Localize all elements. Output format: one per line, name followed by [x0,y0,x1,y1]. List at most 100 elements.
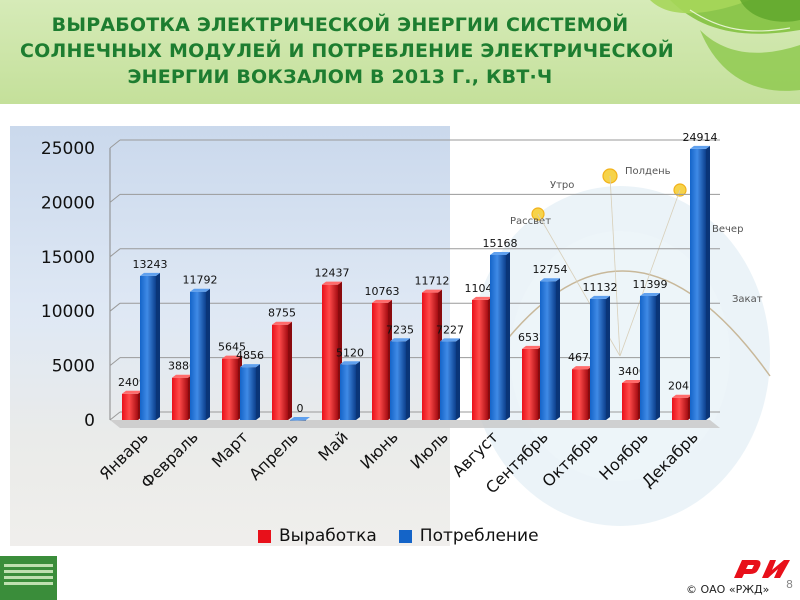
bar-production-9 [572,366,592,420]
data-label-consumption: 11792 [183,274,218,287]
bar-top [540,278,560,282]
bar-face [422,292,438,420]
y-tick-label: 10000 [41,302,95,322]
data-label-production: 2047 [668,380,696,393]
bar-face [640,295,656,420]
bar-top [290,417,310,420]
bar-consumption-10 [640,292,660,420]
bar-face [190,291,206,420]
data-label-consumption: 0 [297,402,304,415]
x-tick-label: Апрель [245,427,302,484]
thumbnail-image [0,556,57,600]
bar-top [572,366,592,370]
title-line-3: ЭНЕРГИИ ВОКЗАЛОМ В 2013 Г., КВТ·Ч [127,66,553,88]
data-label-production: 6532 [518,331,546,344]
bar-face [372,302,388,420]
bar-side [356,361,360,420]
bar-top [140,272,160,276]
bar-face [290,420,306,421]
legend-label-production: Выработка [279,526,377,546]
gridline-depth [109,248,121,258]
page-title: ВЫРАБОТКА ЭЛЕКТРИЧЕСКОЙ ЭНЕРГИИ СИСТЕМОЙ… [20,12,674,90]
bar-face [340,364,356,420]
bar-top [390,338,410,342]
bar-top [422,289,442,293]
data-label-production: 11712 [415,275,450,288]
data-label-production: 4674 [568,351,596,364]
bar-face [222,358,238,420]
x-tick-label: Март [208,427,252,471]
legend-swatch-consumption [398,529,412,543]
bar-consumption-5 [390,338,410,420]
data-label-consumption: 7227 [436,323,464,336]
sun-label-noon: Полдень [625,166,671,177]
bar-top [622,380,642,384]
chart-legend: Выработка Потребление [258,524,539,548]
leaves-decoration [650,0,800,91]
bar-face [172,377,188,420]
bar-face [522,348,538,420]
legend-swatch-production [258,529,271,543]
title-line-1: ВЫРАБОТКА ЭЛЕКТРИЧЕСКОЙ ЭНЕРГИИ СИСТЕМОЙ [51,14,629,36]
bar-side [706,145,710,421]
bar-face [122,393,138,420]
bar-consumption-7 [490,251,510,420]
x-tick-label: Октябрь [538,427,601,490]
bar-production-11 [672,394,692,420]
bar-production-3 [272,321,292,420]
y-tick-label: 20000 [41,193,95,213]
bar-top [690,145,710,149]
data-label-consumption: 4856 [236,349,264,362]
bar-production-6 [422,289,442,420]
y-tick-label: 5000 [52,357,95,377]
bar-top [222,355,242,359]
bar-top [340,361,360,365]
gridline-depth [109,357,121,366]
data-label-production: 3400 [618,365,646,378]
bar-top [172,374,192,378]
sun-label-evening: Вечер [712,224,743,235]
gridline-depth [109,411,121,421]
bar-production-5 [372,299,392,420]
gridline-depth [109,139,121,149]
bar-consumption-1 [190,288,210,420]
bar-side [406,338,410,420]
bar-consumption-9 [590,295,610,420]
bar-top [590,295,610,299]
gridline-depth [109,194,121,203]
x-tick-label: Июль [407,427,452,472]
bar-top [272,321,292,325]
bar-face [240,367,256,420]
page-number: 8 [786,578,793,591]
bar-top [490,251,510,255]
data-label-production: 8755 [268,307,296,320]
bar-top [472,296,492,300]
bar-side [288,321,292,420]
bar-face [490,254,506,420]
bar-side [606,295,610,420]
bar-face [140,275,156,420]
chart-floor [110,420,720,428]
bar-consumption-8 [540,278,560,420]
gridline-depth [109,302,121,312]
bar-top [522,345,542,349]
bar-top [190,288,210,292]
bar-top [440,338,460,342]
bar-face [440,341,456,420]
bar-consumption-3 [290,417,310,421]
y-tick-label: 0 [84,411,95,431]
bar-production-10 [622,380,642,420]
bar-side [206,288,210,420]
data-label-consumption: 15168 [483,237,518,250]
data-label-production: 12437 [315,267,350,280]
title-line-2: СОЛНЕЧНЫХ МОДУЛЕЙ И ПОТРЕБЛЕНИЕ ЭЛЕКТРИЧ… [20,40,674,62]
data-label-production: 5645 [218,341,246,354]
bar-consumption-11 [690,145,710,421]
bar-face [322,284,338,420]
bar-face [540,281,556,420]
header-banner: ВЫРАБОТКА ЭЛЕКТРИЧЕСКОЙ ЭНЕРГИИ СИСТЕМОЙ… [0,0,800,104]
data-label-consumption: 24914 [683,131,718,144]
legend-label-consumption: Потребление [419,526,539,546]
bar-face [390,341,406,420]
bar-consumption-0 [140,272,160,420]
